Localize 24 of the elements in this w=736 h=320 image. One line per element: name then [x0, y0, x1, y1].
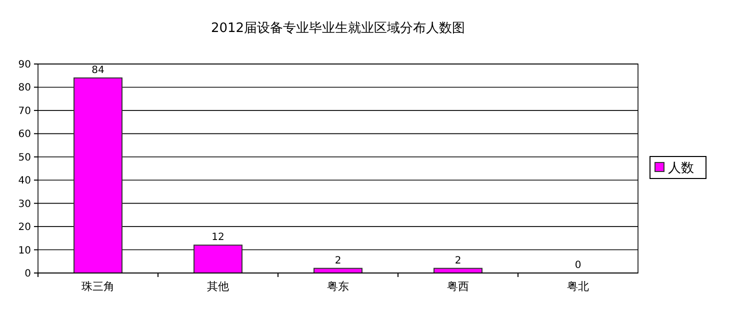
data-label: 84: [92, 64, 104, 76]
data-label: 0: [574, 260, 582, 271]
y-tick-label: 60: [18, 129, 31, 140]
legend-label: 人数: [668, 161, 694, 176]
y-tick-label: 40: [18, 176, 31, 187]
y-tick-label: 20: [18, 222, 31, 234]
y-tick-label: 0: [24, 268, 31, 280]
y-tick-label: 80: [18, 82, 31, 94]
chart-title: 2012届设备专业毕业生就业区域分布人数图: [210, 21, 466, 36]
y-tick-label: 10: [18, 245, 31, 256]
y-tick-label: 70: [18, 106, 31, 117]
x-tick-label: 其他: [207, 280, 229, 293]
x-tick-label: 珠三角: [82, 280, 114, 293]
x-tick-label: 粤东: [327, 280, 349, 293]
bar: [74, 77, 122, 274]
y-tick-label: 30: [18, 198, 31, 210]
data-label: 2: [454, 255, 462, 266]
y-tick-label: 90: [18, 60, 31, 70]
x-tick-label: 粤北: [567, 280, 589, 293]
data-label: 12: [212, 232, 224, 244]
bar: [194, 244, 242, 274]
y-tick-label: 50: [18, 152, 31, 164]
x-tick-label: 粤西: [447, 280, 469, 293]
data-label: 2: [334, 255, 342, 266]
